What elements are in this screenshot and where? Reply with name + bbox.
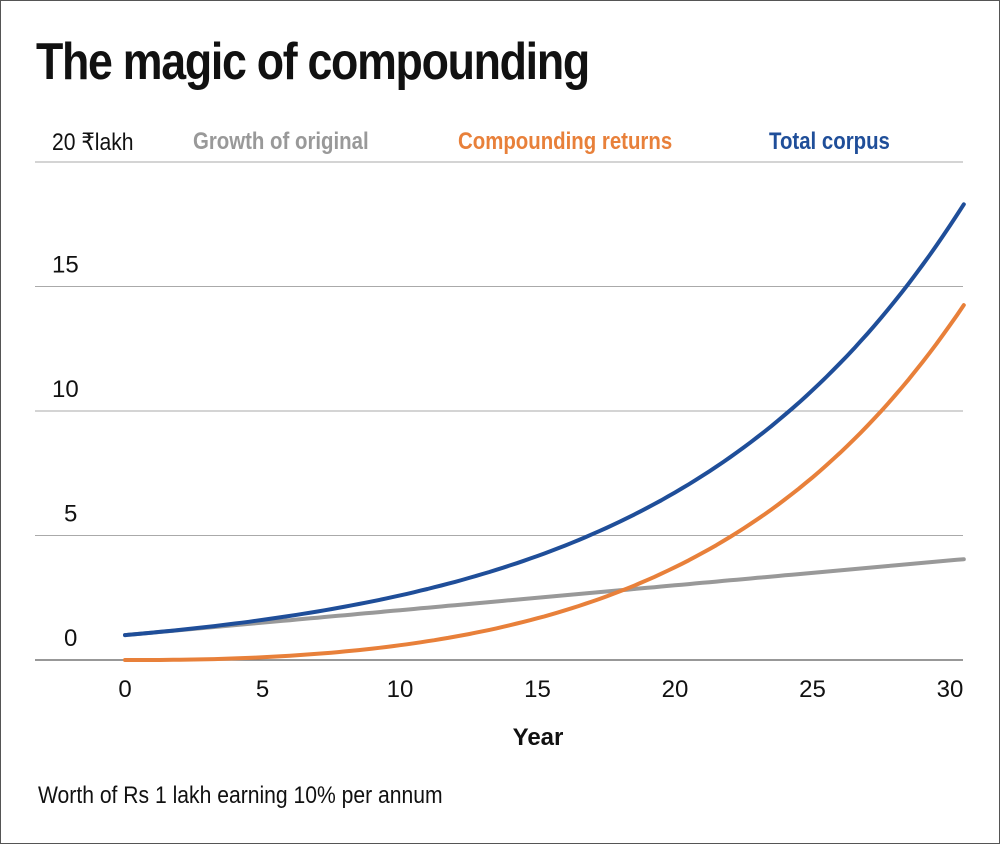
y-unit-label: 20 ₹lakh [52,129,134,156]
x-tick-label: 15 [524,676,551,703]
x-tick-label: 10 [387,676,414,703]
y-tick-label: 10 [52,376,79,403]
y-tick-label: 5 [64,501,77,528]
compounding-returns-line [123,303,966,662]
footnote: Worth of Rs 1 lakh earning 10% per annum [38,782,443,809]
legend-total-corpus: Total corpus [769,128,890,155]
x-axis-label: Year [513,724,564,751]
total-corpus-line [123,202,966,638]
legend-compounding-returns: Compounding returns [458,128,673,155]
x-tick-label: 5 [256,676,269,703]
chart-title: The magic of compounding [36,33,590,91]
legend-growth-of-original: Growth of original [193,128,369,155]
y-tick-label: 15 [52,252,79,279]
y-tick-label: 0 [64,625,77,652]
x-tick-label: 30 [937,676,964,703]
growth-of-original-line [123,557,966,638]
x-tick-label: 25 [799,676,826,703]
x-tick-label: 20 [662,676,689,703]
x-tick-label: 0 [118,676,131,703]
